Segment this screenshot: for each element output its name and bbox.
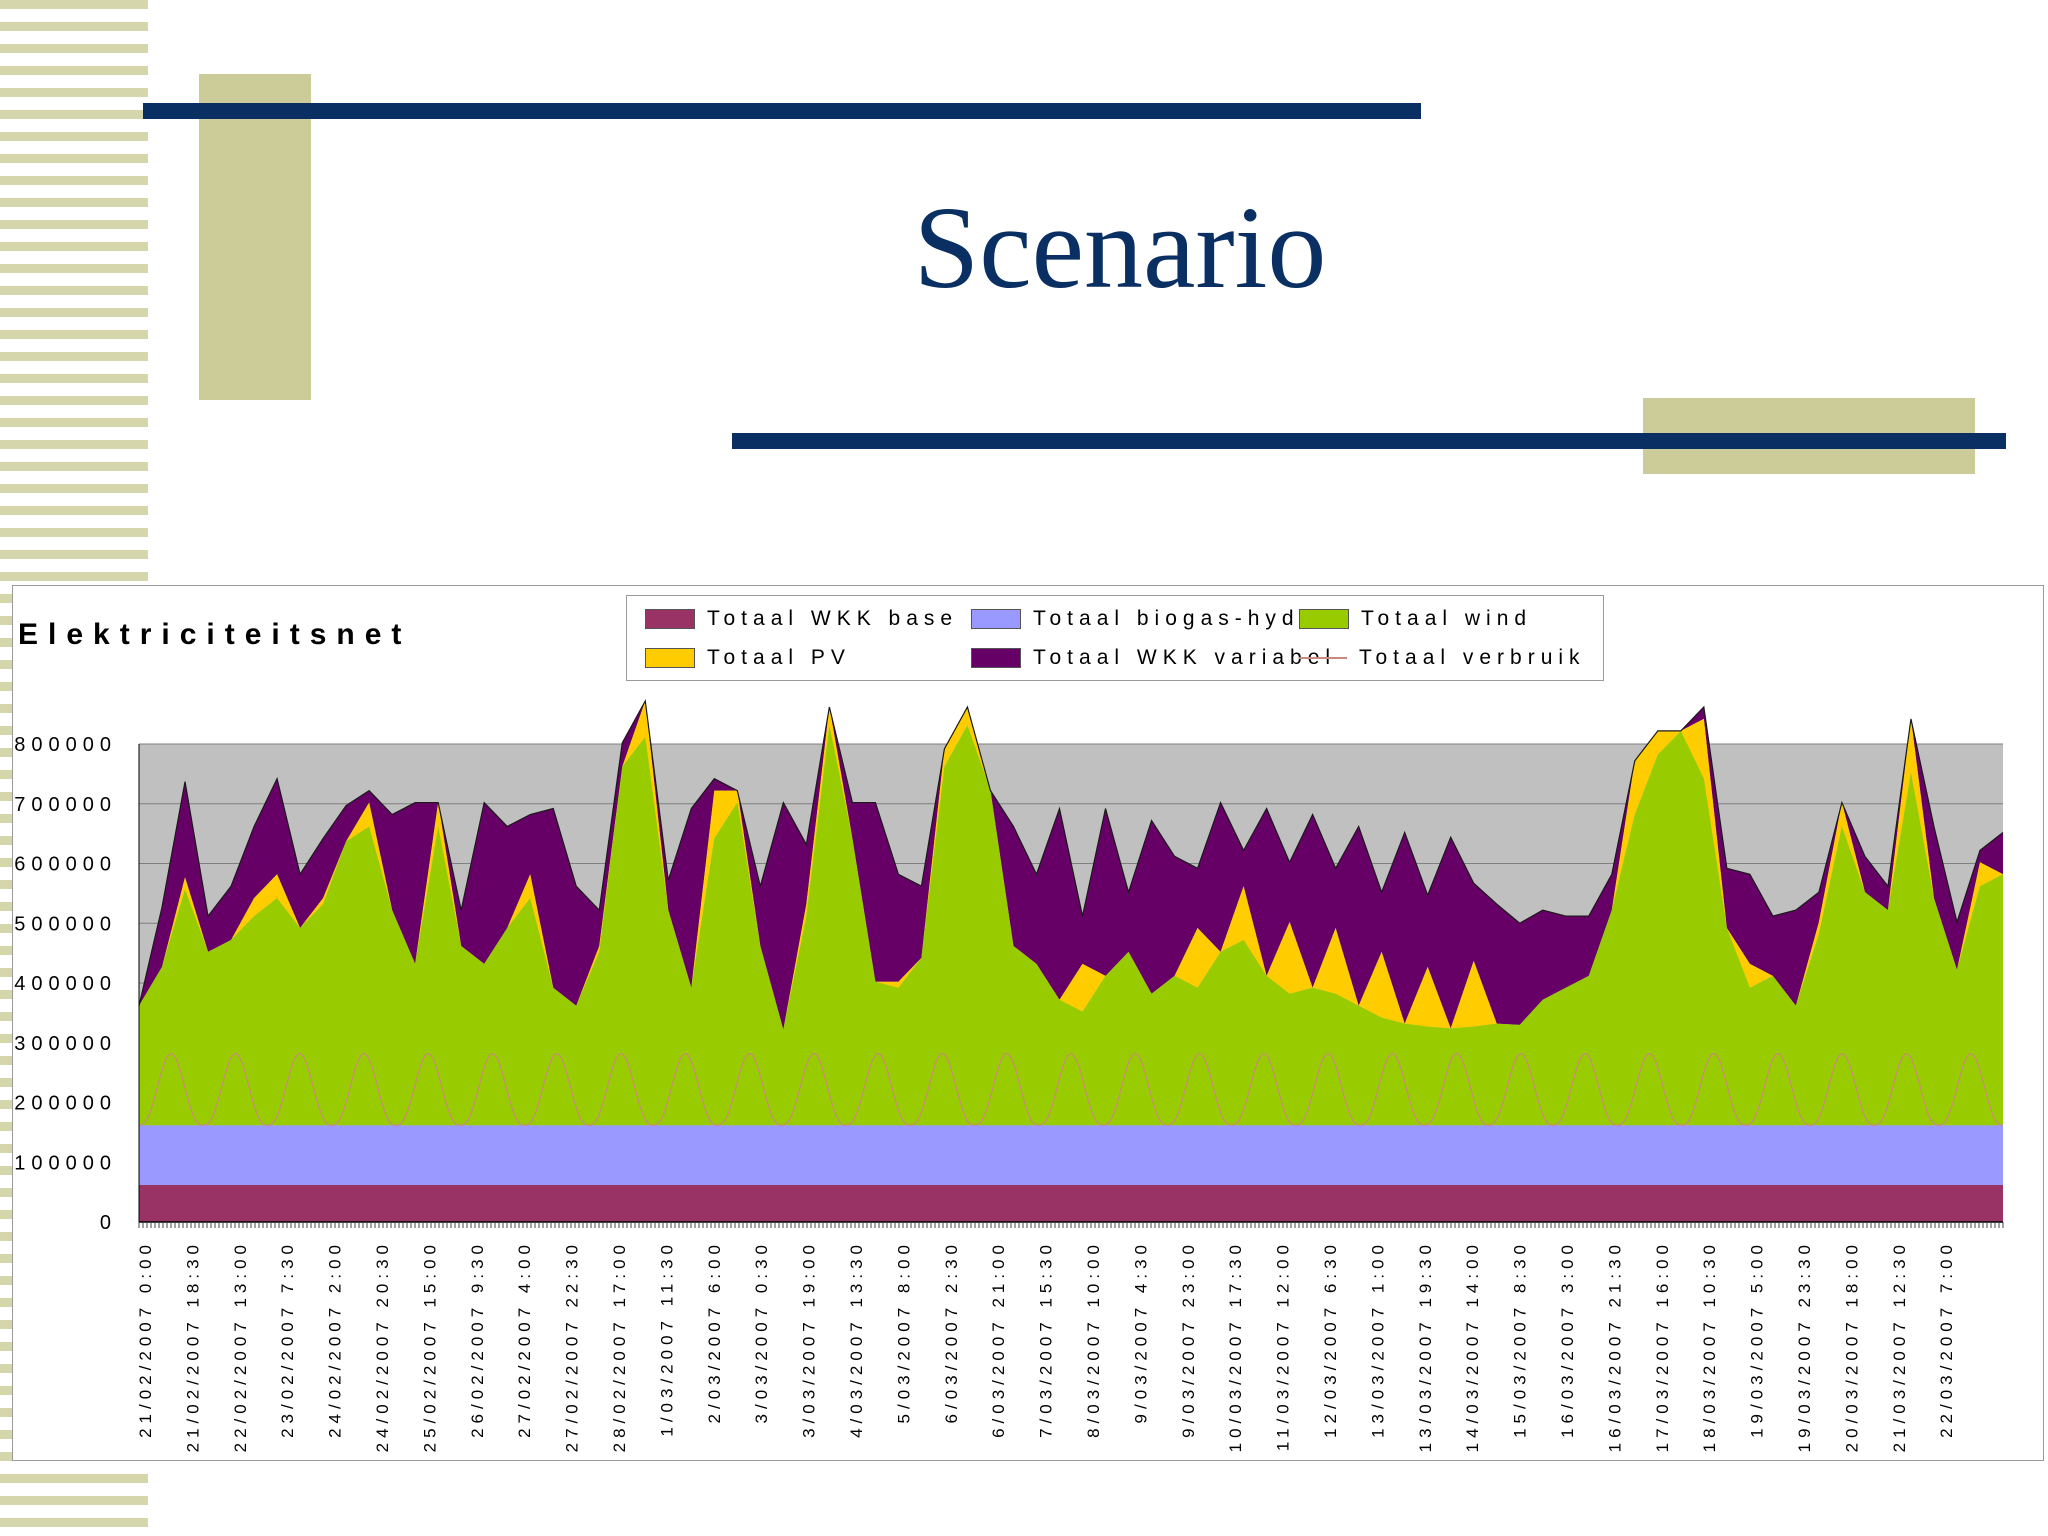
legend-item-pv: Totaal PV — [645, 643, 851, 673]
legend-label-biogas-hydro: Totaal biogas-hydro — [1033, 607, 1331, 630]
x-tick-label: 9/03/2007 4:30 — [1131, 1240, 1150, 1423]
legend-swatch-wkk-variabel — [971, 648, 1021, 668]
navy-rule-top — [143, 103, 1421, 119]
x-tick-label: 7/03/2007 15:30 — [1037, 1240, 1056, 1438]
y-tick-label-200000: 200000 — [14, 1093, 117, 1115]
x-tick-label: 9/03/2007 23:00 — [1179, 1240, 1198, 1438]
legend-item-wind: Totaal wind — [1299, 604, 1532, 634]
x-tick-label: 26/02/2007 9:30 — [468, 1240, 487, 1438]
x-tick-label: 6/03/2007 2:30 — [942, 1240, 961, 1423]
legend-swatch-wind — [1299, 609, 1349, 629]
y-tick-label-400000: 400000 — [14, 973, 117, 995]
x-tick-label: 16/03/2007 3:00 — [1558, 1240, 1577, 1438]
x-tick-label: 13/03/2007 1:00 — [1368, 1240, 1387, 1438]
legend-swatch-biogas-hydro — [971, 609, 1021, 629]
y-tick-label-800000: 800000 — [14, 734, 117, 756]
x-tick-label: 21/03/2007 12:30 — [1890, 1240, 1909, 1452]
x-tick-label: 19/03/2007 23:30 — [1795, 1240, 1814, 1452]
x-tick-label: 18/03/2007 10:30 — [1700, 1240, 1719, 1452]
x-tick-label: 3/03/2007 0:30 — [752, 1240, 771, 1423]
line-verbruik — [138, 1052, 2004, 1126]
legend-label-wkk-variabel: Totaal WKK variabel — [1033, 646, 1337, 669]
y-tick-label-500000: 500000 — [14, 913, 117, 935]
legend-swatch-pv — [645, 648, 695, 668]
x-tick-label: 23/02/2007 7:30 — [278, 1240, 297, 1438]
x-tick-label: 8/03/2007 10:00 — [1084, 1240, 1103, 1438]
x-tick-label: 20/03/2007 18:00 — [1842, 1240, 1861, 1452]
y-tick-label-600000: 600000 — [14, 854, 117, 876]
legend-item-biogas-hydro: Totaal biogas-hydro — [971, 604, 1330, 634]
x-tick-label: 12/03/2007 6:30 — [1321, 1240, 1340, 1438]
chart-title: Elektriciteitsnet — [18, 618, 412, 651]
total-outline — [138, 699, 2004, 1006]
legend-item-verbruik: Totaal verbruik — [1299, 643, 1586, 673]
x-tick-label: 24/02/2007 20:30 — [373, 1240, 392, 1452]
x-tick-label: 2/03/2007 6:00 — [705, 1240, 724, 1423]
legend-label-wkk-base: Totaal WKK base — [707, 607, 959, 630]
legend-label-pv: Totaal PV — [707, 646, 851, 669]
x-tick-label: 6/03/2007 21:00 — [989, 1240, 1008, 1438]
khaki-block-top — [199, 74, 311, 400]
x-tick-label: 28/02/2007 17:00 — [610, 1240, 629, 1452]
legend-swatch-verbruik — [1299, 657, 1347, 659]
x-tick-label: 3/03/2007 19:00 — [800, 1240, 819, 1438]
x-tick-label: 13/03/2007 19:30 — [1416, 1240, 1435, 1452]
y-tick-label-0: 0 — [100, 1212, 117, 1234]
x-tick-label: 17/03/2007 16:00 — [1653, 1240, 1672, 1452]
x-tick-label: 19/03/2007 5:00 — [1748, 1240, 1767, 1438]
navy-rule-bottom — [732, 433, 2006, 449]
x-tick-label: 10/03/2007 17:30 — [1226, 1240, 1245, 1452]
x-tick-label: 14/03/2007 14:00 — [1463, 1240, 1482, 1452]
x-tick-label: 22/02/2007 13:00 — [231, 1240, 250, 1452]
y-tick-label-700000: 700000 — [14, 794, 117, 816]
x-tick-label: 24/02/2007 2:00 — [326, 1240, 345, 1438]
legend-item-wkk-variabel: Totaal WKK variabel — [971, 643, 1336, 673]
y-tick-label-300000: 300000 — [14, 1033, 117, 1055]
page-title: Scenario — [913, 182, 1327, 313]
x-tick-label: 27/02/2007 4:00 — [515, 1240, 534, 1438]
x-tick-label: 22/03/2007 7:00 — [1937, 1240, 1956, 1438]
legend-label-wind: Totaal wind — [1361, 607, 1533, 630]
x-tick-label: 21/02/2007 18:30 — [183, 1240, 202, 1452]
legend-label-verbruik: Totaal verbruik — [1359, 646, 1586, 669]
x-tick-label: 27/02/2007 22:30 — [563, 1240, 582, 1452]
area-wkk-base — [139, 1184, 2003, 1222]
x-tick-label: 16/03/2007 21:30 — [1605, 1240, 1624, 1452]
area-wkk-variabel — [139, 700, 2003, 1030]
area-wind — [139, 724, 2003, 1126]
x-tick-label: 1/03/2007 11:30 — [657, 1240, 676, 1437]
legend-swatch-wkk-base — [645, 609, 695, 629]
area-biogas-hydro — [139, 1125, 2003, 1185]
y-tick-label-100000: 100000 — [14, 1152, 117, 1174]
x-tick-label: 15/03/2007 8:30 — [1511, 1240, 1530, 1438]
x-tick-label: 4/03/2007 13:30 — [847, 1240, 866, 1438]
x-tick-label: 25/02/2007 15:00 — [420, 1240, 439, 1452]
chart-legend: Totaal WKK base Totaal biogas-hydro Tota… — [626, 595, 1604, 681]
x-tick-label: 21/02/2007 0:00 — [136, 1240, 155, 1438]
x-tick-label: 5/03/2007 8:00 — [894, 1240, 913, 1423]
legend-item-wkk-base: Totaal WKK base — [645, 604, 958, 634]
x-tick-label: 11/03/2007 12:00 — [1274, 1240, 1293, 1451]
